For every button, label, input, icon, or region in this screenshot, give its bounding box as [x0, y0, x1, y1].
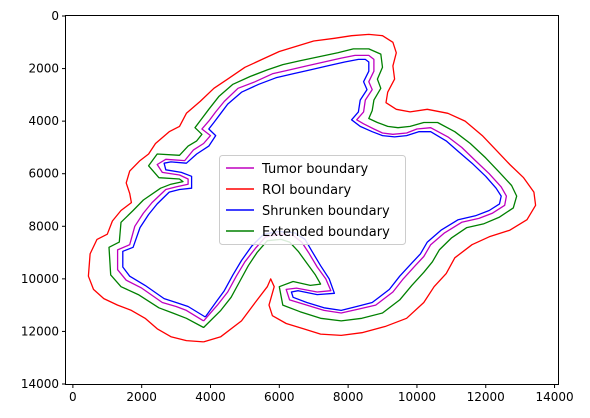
series-line-roi-boundary [87, 33, 537, 343]
series-line-extended-boundary [108, 48, 518, 329]
y-tick-label: 14000 [21, 377, 59, 391]
legend-label-shrunken-boundary: Shrunken boundary [262, 204, 390, 219]
y-tick-label: 6000 [28, 167, 59, 181]
x-tick-label: 10000 [398, 390, 436, 404]
x-tick-label: 2000 [126, 390, 157, 404]
legend-label-tumor-boundary: Tumor boundary [261, 162, 369, 177]
x-tick-label: 8000 [333, 390, 364, 404]
series-line-shrunken-boundary [122, 58, 502, 318]
y-tick-label: 2000 [28, 62, 59, 76]
x-tick-label: 4000 [195, 390, 226, 404]
series-line-tumor-boundary [116, 54, 508, 322]
x-tick-label: 6000 [264, 390, 295, 404]
legend-label-roi-boundary: ROI boundary [262, 183, 351, 198]
y-tick-label: 12000 [21, 324, 59, 338]
x-tick-label: 12000 [467, 390, 505, 404]
y-tick-label: 8000 [28, 219, 59, 233]
legend: Tumor boundary ROI boundary Shrunken bound… [219, 155, 406, 245]
y-axis: 0 2000 4000 6000 8000 10000 12000 14000 [21, 9, 66, 391]
y-tick-label: 0 [51, 9, 59, 23]
legend-box [219, 155, 406, 245]
x-tick-label: 0 [69, 390, 77, 404]
x-tick-label: 14000 [535, 390, 573, 404]
series-layer [87, 33, 537, 343]
x-axis: 0 2000 4000 6000 8000 10000 12000 14000 [69, 384, 574, 404]
y-tick-label: 10000 [21, 272, 59, 286]
plot-frame [65, 15, 559, 385]
legend-label-extended-boundary: Extended boundary [262, 225, 390, 240]
y-tick-label: 4000 [28, 114, 59, 128]
